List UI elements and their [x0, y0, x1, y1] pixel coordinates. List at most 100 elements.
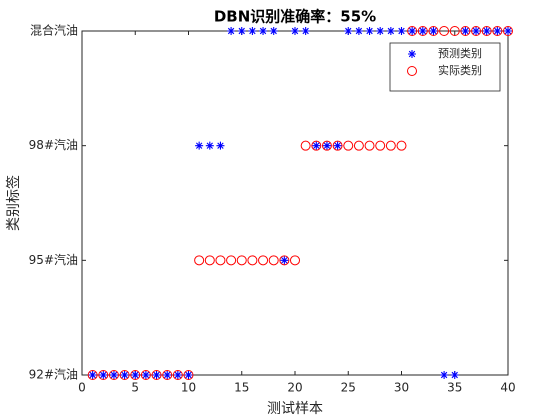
star-marker — [333, 141, 342, 150]
x-tick-label: 5 — [131, 381, 139, 395]
circle-marker — [236, 255, 247, 266]
star-marker — [322, 141, 331, 150]
star-marker — [354, 27, 363, 35]
circle-marker — [162, 370, 173, 380]
circle-marker — [492, 26, 503, 36]
circle-marker — [183, 370, 194, 380]
star-marker — [376, 27, 385, 35]
legend-marker — [408, 50, 416, 58]
x-tick-label: 25 — [341, 381, 356, 395]
star-marker — [163, 371, 172, 379]
star-marker — [280, 256, 289, 265]
circle-marker — [471, 26, 482, 36]
star-marker — [472, 27, 481, 35]
legend-label: 预测类别 — [438, 46, 482, 60]
circle-marker — [428, 26, 439, 36]
star-marker — [109, 371, 118, 379]
star-marker — [344, 27, 353, 35]
circle-marker — [396, 140, 407, 151]
star-marker — [131, 371, 140, 379]
circle-marker — [332, 140, 343, 151]
circle-marker — [172, 370, 183, 380]
circle-marker — [119, 370, 130, 380]
star-marker — [152, 371, 161, 379]
star-marker — [440, 371, 449, 379]
legend-marker — [407, 66, 417, 76]
star-marker — [365, 27, 374, 35]
x-tick-label: 20 — [287, 381, 302, 395]
star-marker — [408, 27, 417, 35]
circle-marker — [140, 370, 151, 380]
x-axis-label: 测试样本 — [267, 401, 323, 417]
star-marker — [195, 141, 204, 150]
legend-label: 实际类别 — [438, 63, 482, 77]
circle-marker — [481, 26, 492, 36]
x-tick-label: 10 — [181, 381, 196, 395]
circle-marker — [343, 140, 354, 151]
circle-marker — [439, 26, 450, 36]
star-marker — [120, 371, 129, 379]
star-marker — [291, 27, 299, 35]
star-marker — [237, 27, 246, 35]
x-tick-label: 30 — [394, 381, 409, 395]
circle-marker — [204, 255, 215, 266]
star-marker — [184, 371, 193, 379]
star-marker — [227, 27, 236, 35]
star-marker — [418, 27, 427, 35]
x-tick-label: 40 — [500, 381, 515, 395]
star-marker — [269, 27, 278, 35]
x-tick-label: 35 — [447, 381, 462, 395]
circle-marker — [385, 140, 396, 151]
circle-marker — [87, 370, 98, 380]
circle-marker — [290, 255, 300, 266]
star-marker — [429, 27, 438, 35]
star-marker — [386, 27, 395, 35]
star-marker — [205, 141, 214, 150]
circle-marker — [98, 370, 109, 380]
circle-marker — [258, 255, 269, 266]
y-tick-label: 92#汽油 — [29, 367, 78, 382]
circle-marker — [417, 26, 428, 36]
y-tick-label: 98#汽油 — [29, 137, 78, 152]
circle-marker — [364, 140, 375, 151]
star-marker — [88, 371, 97, 379]
circle-marker — [300, 140, 311, 151]
circle-marker — [108, 370, 119, 380]
circle-marker — [375, 140, 386, 151]
legend-box — [389, 42, 501, 92]
star-marker — [99, 371, 108, 379]
x-tick-label: 0 — [78, 381, 86, 395]
star-marker — [482, 27, 491, 35]
star-marker — [493, 27, 502, 35]
circle-marker — [449, 26, 460, 36]
star-marker — [173, 371, 182, 379]
y-tick-label: 95#汽油 — [29, 252, 78, 267]
star-marker — [312, 141, 321, 150]
star-marker — [216, 141, 225, 150]
circle-marker — [247, 255, 258, 266]
star-marker — [301, 27, 310, 35]
star-marker — [450, 371, 459, 379]
y-axis-label: 类别标签 — [5, 175, 22, 231]
circle-marker — [407, 26, 418, 36]
star-marker — [461, 27, 470, 35]
star-marker — [504, 27, 512, 35]
circle-marker — [321, 140, 332, 151]
circle-marker — [503, 26, 513, 36]
y-tick-label: 混合汽油 — [30, 23, 78, 38]
chart-title: DBN识别准确率：55% — [214, 8, 376, 26]
star-marker — [259, 27, 268, 35]
circle-marker — [130, 370, 141, 380]
star-marker — [141, 371, 150, 379]
star-marker — [397, 27, 406, 35]
circle-marker — [311, 140, 322, 151]
circle-marker — [215, 255, 226, 266]
circle-marker — [353, 140, 364, 151]
star-marker — [248, 27, 257, 35]
circle-marker — [268, 255, 279, 266]
circle-marker — [151, 370, 162, 380]
circle-marker — [194, 255, 205, 266]
circle-marker — [460, 26, 471, 36]
